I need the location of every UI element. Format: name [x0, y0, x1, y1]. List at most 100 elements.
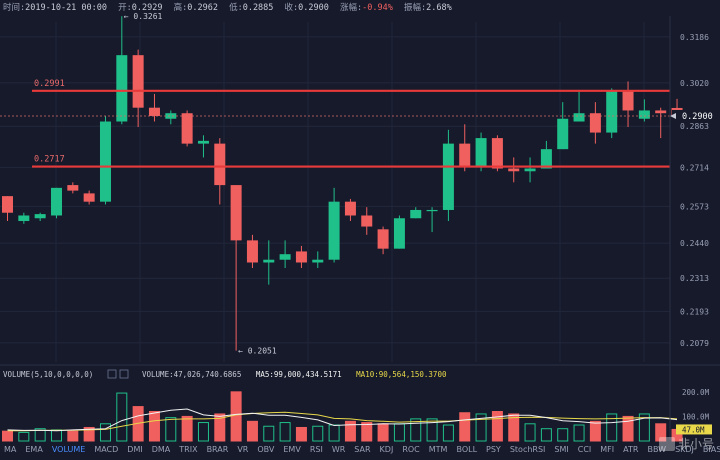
indicator-tab-bbw[interactable]: BBW: [647, 445, 667, 454]
candle[interactable]: [197, 135, 209, 158]
candle[interactable]: [622, 81, 634, 128]
candle[interactable]: [540, 140, 552, 169]
indicator-tab-atr[interactable]: ATR: [623, 445, 639, 454]
candle-body: [18, 215, 30, 222]
indicator-tab-sar[interactable]: SAR: [354, 445, 371, 454]
indicator-tab-rsi[interactable]: RSI: [309, 445, 323, 454]
candle[interactable]: [279, 240, 291, 269]
candle[interactable]: [67, 182, 79, 194]
candle[interactable]: [2, 196, 13, 222]
candle[interactable]: [34, 212, 46, 222]
candle[interactable]: [393, 215, 405, 249]
candle[interactable]: [165, 110, 177, 125]
candle[interactable]: [508, 157, 520, 183]
volume-indicator-label: VOLUME(5,10,0,0,0,0): [3, 370, 93, 379]
watermark-logo-icon: [658, 436, 675, 451]
candle-body: [606, 91, 618, 133]
candle-body: [132, 55, 144, 108]
candle[interactable]: [328, 187, 340, 263]
indicator-tab-volume[interactable]: VOLUME: [51, 445, 86, 454]
candle[interactable]: [263, 240, 275, 285]
indicator-tab-kdj[interactable]: KDJ: [379, 445, 394, 454]
indicator-tab-roc[interactable]: ROC: [402, 445, 420, 454]
indicator-tab-cci[interactable]: CCI: [577, 445, 592, 454]
indicator-tab-stochrsi[interactable]: StochRSI: [509, 445, 546, 454]
y-tick-label: 0.3186: [680, 33, 709, 42]
current-price-arrow-icon: [670, 112, 676, 119]
indicator-tab-bias[interactable]: BIAS: [702, 445, 720, 454]
indicator-tab-dmi[interactable]: DMI: [127, 445, 143, 454]
candle[interactable]: [655, 107, 667, 139]
indicator-tab-skdj[interactable]: SKDJ: [675, 445, 694, 454]
indicator-tab-obv[interactable]: OBV: [257, 445, 275, 454]
indicator-tab-dma[interactable]: DMA: [151, 445, 171, 454]
amplitude-value: 2.68%: [426, 3, 452, 13]
candle-body: [279, 254, 291, 260]
indicator-tab-boll[interactable]: BOLL: [456, 445, 478, 454]
candle[interactable]: [491, 135, 503, 172]
indicator-tab-mfi[interactable]: MFI: [600, 445, 615, 454]
candle[interactable]: [426, 207, 438, 233]
volume-bar: [361, 422, 373, 442]
candle[interactable]: [116, 16, 128, 125]
change-label: 涨幅:: [340, 2, 362, 13]
y-tick-label: 0.3020: [680, 79, 709, 88]
volume-close-icon[interactable]: [119, 369, 129, 379]
indicator-tab-macd[interactable]: MACD: [94, 445, 119, 454]
candle[interactable]: [361, 207, 373, 235]
candle-body: [148, 107, 160, 116]
candle[interactable]: [99, 115, 111, 205]
candle[interactable]: [148, 93, 160, 122]
indicator-tab-psy[interactable]: PSY: [486, 445, 501, 454]
volume-bar: [557, 428, 569, 442]
price-lines: 0.2991 0.2717 0.2900 ← 0.3261 ← 0.2051: [0, 12, 718, 356]
volume-bar: [606, 413, 618, 442]
candle[interactable]: [50, 187, 62, 219]
candle-body: [540, 149, 552, 169]
indicator-tab-mtm[interactable]: MTM: [428, 445, 448, 454]
indicator-tab-trix[interactable]: TRIX: [179, 445, 198, 454]
indicator-tab-emv[interactable]: EMV: [283, 445, 301, 454]
volume-bar: [181, 415, 193, 442]
indicator-tab-smi[interactable]: SMI: [554, 445, 569, 454]
candle[interactable]: [638, 99, 650, 122]
candle-body: [377, 229, 389, 249]
volume-bar: [410, 418, 422, 442]
volume-bar: [295, 426, 307, 442]
candle[interactable]: [606, 88, 618, 139]
candle[interactable]: [573, 91, 585, 122]
volume-bar: [34, 428, 46, 442]
candle[interactable]: [459, 124, 471, 172]
candle[interactable]: [132, 49, 144, 128]
volume-bar: [50, 429, 62, 442]
volume-bar: [393, 423, 405, 442]
candle[interactable]: [557, 102, 569, 150]
indicator-tab-wr[interactable]: WR: [331, 445, 346, 454]
candle[interactable]: [377, 226, 389, 255]
candle[interactable]: [442, 129, 454, 222]
candle[interactable]: [295, 245, 307, 269]
volume-bar: [540, 428, 552, 442]
indicator-tab-vr[interactable]: VR: [237, 445, 249, 454]
candle[interactable]: [475, 132, 487, 172]
candle[interactable]: [181, 110, 193, 147]
volume-tick-label: 100.0M: [682, 412, 710, 421]
volume-settings-icon[interactable]: [107, 369, 117, 379]
candle-body: [67, 185, 79, 191]
low-value: 0.2885: [243, 3, 274, 13]
indicator-tab-ema[interactable]: EMA: [25, 445, 43, 454]
candle[interactable]: [344, 198, 356, 222]
candle[interactable]: [83, 190, 95, 205]
candle[interactable]: [246, 234, 258, 269]
candle[interactable]: [18, 212, 30, 224]
indicator-tab-brar[interactable]: BRAR: [206, 445, 229, 454]
candle[interactable]: [589, 102, 601, 144]
indicator-tab-ma[interactable]: MA: [4, 445, 17, 454]
candle[interactable]: [214, 138, 226, 205]
candle[interactable]: [230, 185, 242, 351]
candle[interactable]: [312, 251, 324, 269]
candle[interactable]: [410, 207, 422, 219]
open-value: 0.2929: [132, 3, 163, 13]
candle[interactable]: [524, 157, 536, 183]
